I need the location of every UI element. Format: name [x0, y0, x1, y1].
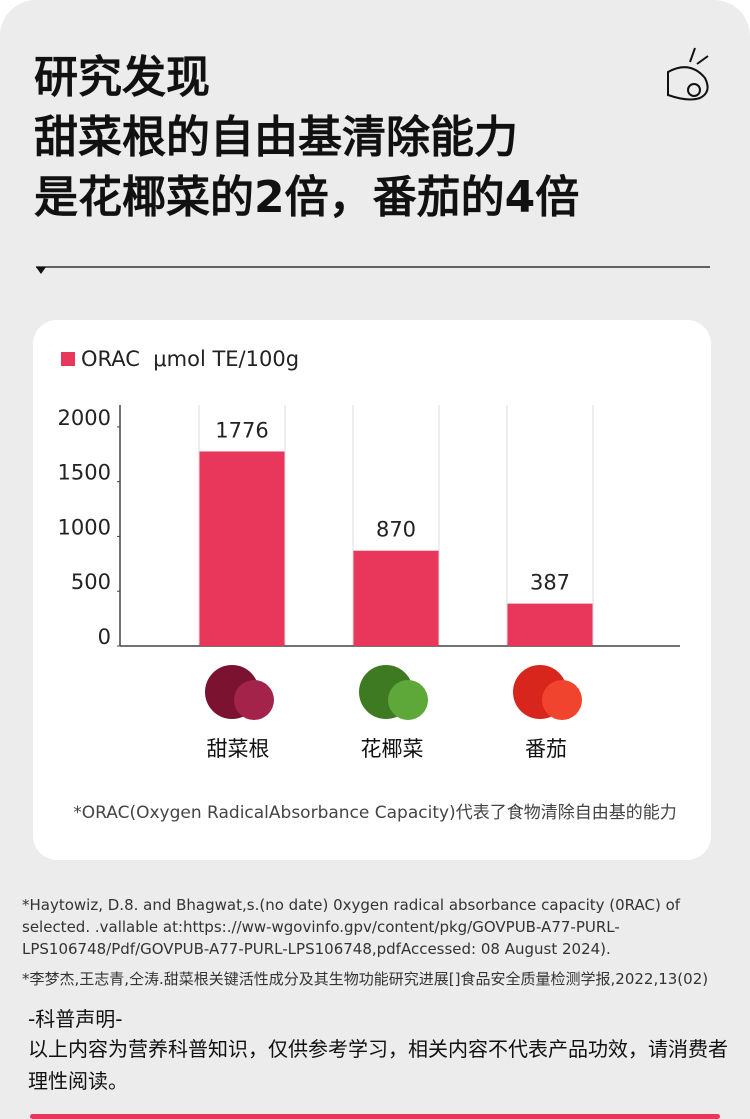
x-tick-label: 甜菜根: [207, 737, 270, 761]
legend-swatch: [61, 352, 75, 366]
chart-note: *ORAC(Oxygen RadicalAbsorbance Capacity)…: [73, 803, 676, 823]
bar: [507, 603, 593, 646]
reference: *Haytowiz, D.8. and Bhagwat,s.(no date) …: [22, 896, 681, 958]
food-icon: [388, 680, 428, 720]
x-tick-label: 花椰菜: [361, 737, 424, 761]
reference: *李梦杰,王志青,仝涛.甜菜根关键活性成分及其生物功能研究进展[]食品安全质量检…: [22, 970, 709, 988]
y-tick-label: 2000: [58, 406, 111, 430]
divider-arrow: [36, 267, 46, 274]
disclaimer-title: -科普声明-: [28, 1007, 123, 1031]
value-label: 387: [530, 571, 570, 595]
disclaimer-body: 以上内容为营养科普知识，仅供参考学习，相关内容不代表产品功效，请消费者理性阅读。: [28, 1037, 728, 1093]
headline: 是花椰菜的2倍，番茄的4倍: [34, 172, 580, 223]
y-tick-label: 1000: [58, 515, 111, 539]
beet-icon: [667, 47, 709, 101]
headline: 甜菜根的自由基清除能力: [34, 112, 518, 163]
value-label: 1776: [215, 418, 268, 442]
bottom-bar: [30, 1114, 720, 1119]
food-icon: [542, 680, 582, 720]
value-label: 870: [376, 518, 416, 542]
y-tick-label: 0: [98, 625, 111, 649]
y-tick-label: 1500: [58, 461, 111, 485]
bar: [199, 451, 285, 646]
bar: [353, 550, 439, 646]
y-tick-label: 500: [71, 570, 111, 594]
x-tick-label: 番茄: [525, 737, 567, 761]
legend-label: ORAC μmol TE/100g: [81, 347, 299, 371]
headline: 研究发现: [34, 52, 210, 103]
food-icon: [234, 680, 274, 720]
